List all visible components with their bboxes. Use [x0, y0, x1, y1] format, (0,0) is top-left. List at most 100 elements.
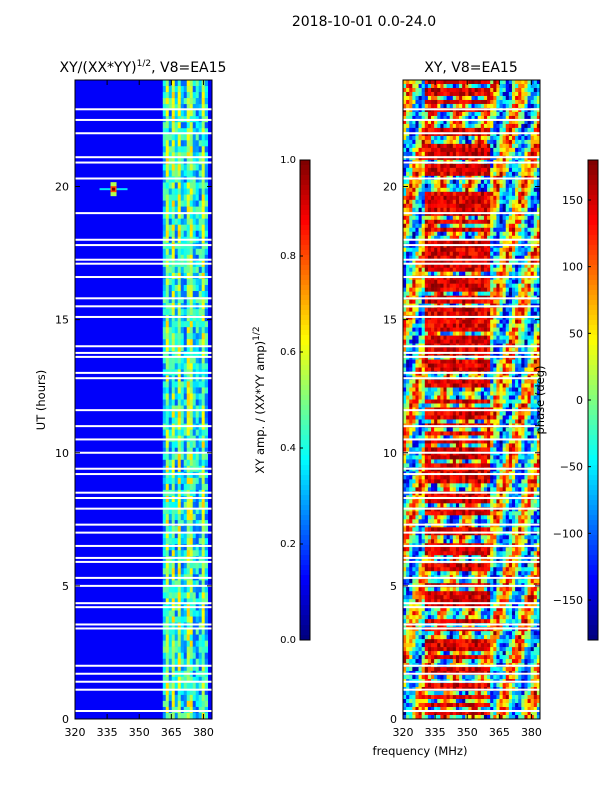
phase-cell: [533, 263, 538, 268]
phase-cell: [418, 183, 422, 189]
amp-cell: [198, 158, 203, 165]
phase-cell: [406, 207, 410, 213]
amp-cell: [189, 345, 194, 352]
phase-cell: [521, 239, 525, 245]
colorbar-step: [300, 205, 310, 211]
amp-cell: [177, 194, 182, 201]
amp-cell: [195, 110, 200, 117]
data-gap: [75, 556, 212, 559]
phase-cell: [446, 231, 450, 237]
amp-cell: [174, 188, 179, 195]
phase-cell: [434, 323, 438, 328]
phase-cell: [524, 111, 528, 117]
phase-cell: [427, 147, 432, 153]
phase-cell: [415, 367, 419, 372]
amp-cell: [186, 266, 191, 274]
phase-cell: [415, 99, 419, 105]
phase-cell: [427, 291, 432, 296]
phase-cell: [406, 235, 410, 241]
phase-cell: [421, 255, 426, 261]
phase-cell: [502, 311, 507, 316]
phase-cell: [452, 139, 457, 145]
amp-cell: [162, 80, 167, 87]
amp-cell: [162, 586, 167, 593]
phase-cell: [421, 223, 426, 229]
amp-cell: [168, 688, 173, 696]
amp-cell: [183, 218, 188, 225]
phase-cell: [415, 179, 419, 185]
amp-cell: [171, 290, 176, 298]
amp-cell: [186, 152, 191, 159]
phase-cell: [474, 279, 479, 284]
phase-cell: [527, 171, 531, 177]
phase-cell: [483, 91, 488, 97]
data-gap: [75, 680, 212, 683]
phase-cell: [502, 255, 507, 261]
amp-cell: [195, 309, 200, 316]
colorbar-step: [300, 240, 310, 246]
amp-cell: [189, 700, 194, 708]
phase-cell: [459, 127, 463, 133]
phase-cell: [403, 259, 407, 265]
phase-cell: [468, 363, 472, 368]
phase-cell: [406, 91, 410, 97]
phase-cell: [437, 143, 441, 149]
phase-cell: [515, 123, 519, 129]
phase-cell: [443, 231, 447, 237]
phase-cell: [424, 80, 429, 85]
amp-cell: [174, 694, 179, 702]
phase-cell: [418, 331, 422, 336]
amp-cell: [204, 188, 209, 195]
amp-cell: [171, 477, 176, 485]
phase-cell: [465, 115, 469, 121]
amp-cell: [171, 176, 176, 183]
phase-cell: [518, 135, 522, 141]
phase-cell: [412, 119, 416, 125]
phase-cell: [440, 199, 444, 205]
phase-cell: [468, 323, 472, 328]
phase-cell: [536, 151, 541, 157]
amp-cell: [165, 92, 170, 99]
amp-cell: [168, 520, 173, 527]
amp-cell: [162, 483, 167, 491]
phase-cell: [483, 199, 488, 205]
amp-cell: [186, 550, 191, 557]
phase-cell: [434, 259, 438, 265]
amp-cell: [183, 562, 188, 569]
phase-cell: [477, 319, 482, 324]
amp-cell: [189, 339, 194, 346]
phase-cell: [465, 135, 469, 141]
phase-cell: [459, 347, 463, 352]
amp-cell: [186, 580, 191, 587]
phase-cell: [480, 207, 485, 213]
phase-cell: [499, 119, 503, 125]
amp-cell: [162, 447, 167, 455]
phase-cell: [483, 323, 488, 328]
phase-cell: [437, 231, 441, 237]
phase-cell: [518, 167, 522, 173]
data-gap: [75, 238, 212, 241]
amp-cell: [168, 387, 173, 394]
amp-cell: [165, 508, 170, 515]
phase-cell: [412, 359, 416, 364]
phase-cell: [412, 203, 416, 209]
phase-cell: [496, 179, 500, 185]
amp-cell: [165, 278, 170, 286]
phase-cell: [409, 227, 413, 233]
colorbar-step: [300, 255, 310, 261]
amp-cell: [171, 188, 176, 195]
phase-cell: [424, 279, 429, 284]
amp-cell: [162, 640, 167, 647]
amp-cell: [168, 128, 173, 135]
phase-cell: [483, 183, 488, 189]
amp-cell: [177, 586, 182, 593]
phase-cell: [468, 359, 472, 364]
phase-cell: [440, 203, 444, 209]
amp-cell: [180, 622, 185, 629]
amp-cell: [189, 441, 194, 449]
phase-cell: [434, 87, 438, 93]
phase-cell: [452, 287, 457, 292]
amp-cell: [195, 128, 200, 135]
phase-cell: [424, 283, 429, 288]
amp-cell: [171, 501, 176, 509]
